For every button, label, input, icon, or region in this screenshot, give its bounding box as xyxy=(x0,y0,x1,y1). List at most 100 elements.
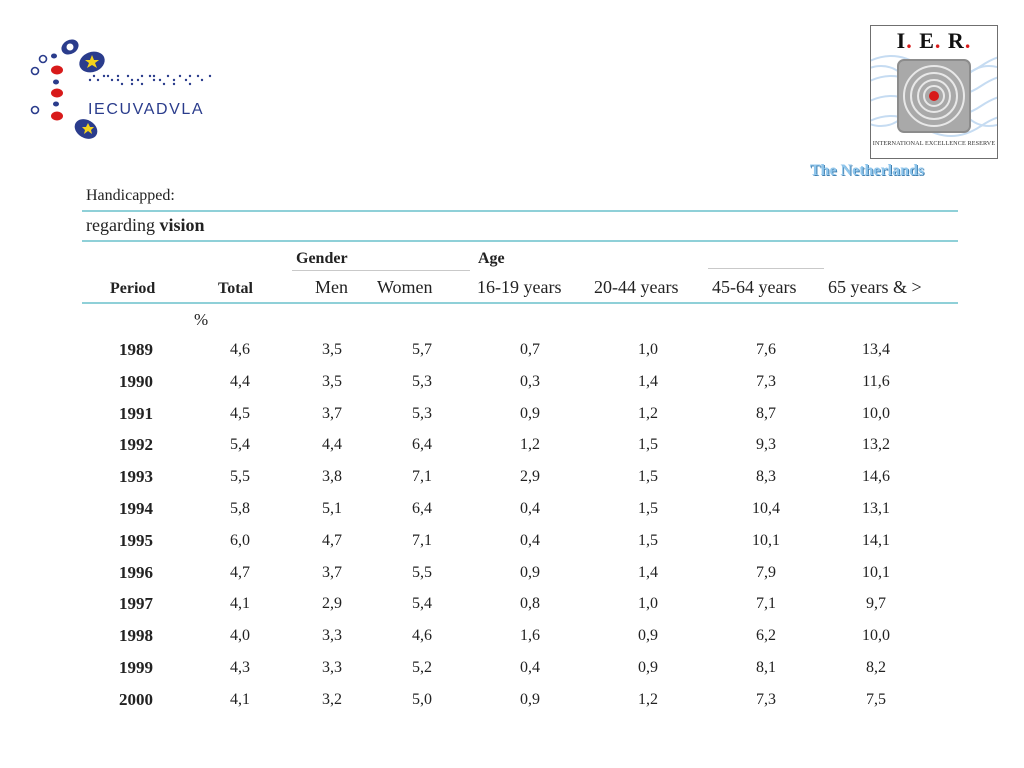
cell-16-19: 0,9 xyxy=(520,690,540,708)
cell-men: 3,3 xyxy=(322,627,342,645)
cell-65-plus: 13,4 xyxy=(862,341,890,358)
cell-45-64: 7,6 xyxy=(756,341,776,358)
cell-16-19: 0,4 xyxy=(520,659,540,676)
cell-women: 4,6 xyxy=(412,627,432,645)
cell-16-19: 0,9 xyxy=(520,563,540,581)
cell-45-64: 8,1 xyxy=(756,659,776,676)
cell-20-44: 1,2 xyxy=(638,690,658,708)
column-header-20-44: 20-44 years xyxy=(594,277,679,297)
cell-20-44: 1,5 xyxy=(638,468,658,486)
cell-20-44: 1,4 xyxy=(638,563,658,581)
cell-total: 4,5 xyxy=(230,404,250,422)
cell-16-19: 0,4 xyxy=(520,531,540,549)
cell-16-19: 0,7 xyxy=(520,341,540,358)
cell-65-plus: 7,5 xyxy=(866,690,886,708)
cell-men: 3,7 xyxy=(322,404,342,422)
cell-women: 6,4 xyxy=(412,500,432,517)
cell-total: 4,1 xyxy=(230,595,250,613)
iecuvadvla-logo: IECUVADVLA xyxy=(28,38,228,143)
cell-women: 6,4 xyxy=(412,436,432,454)
divider xyxy=(82,210,958,212)
cell-men: 3,5 xyxy=(322,372,342,390)
cell-20-44: 1,5 xyxy=(638,500,658,517)
ier-letter-r: R xyxy=(947,28,965,53)
cell-65-plus: 9,7 xyxy=(866,595,886,613)
cell-total: 5,4 xyxy=(230,436,250,454)
country-label: The Netherlands xyxy=(809,162,925,179)
group-header-age: Age xyxy=(478,250,505,267)
target-rings-icon xyxy=(897,59,971,133)
logo-dots-icon xyxy=(30,39,212,139)
cell-45-64: 10,4 xyxy=(752,500,780,517)
ier-logo: I. E. R. INTERNATIONAL EXCELLENCE RESERV… xyxy=(870,25,998,159)
cell-20-44: 0,9 xyxy=(638,659,658,676)
cell-period: 2000 xyxy=(119,689,153,709)
cell-period: 1999 xyxy=(119,658,153,677)
divider xyxy=(708,268,824,269)
cell-women: 5,3 xyxy=(412,372,432,390)
cell-65-plus: 8,2 xyxy=(866,659,886,676)
cell-total: 4,6 xyxy=(230,341,250,358)
column-header-45-64: 45-64 years xyxy=(712,277,797,297)
cell-period: 1994 xyxy=(119,499,153,518)
cell-20-44: 0,9 xyxy=(638,627,658,645)
cell-men: 2,9 xyxy=(322,595,342,613)
cell-45-64: 10,1 xyxy=(752,531,780,549)
column-header-period: Period xyxy=(110,280,156,297)
cell-16-19: 0,9 xyxy=(520,404,540,422)
cell-men: 3,8 xyxy=(322,468,342,486)
cell-45-64: 9,3 xyxy=(756,436,776,454)
cell-20-44: 1,0 xyxy=(638,341,658,358)
cell-45-64: 6,2 xyxy=(756,627,776,645)
cell-20-44: 1,4 xyxy=(638,372,658,390)
cell-period: 1997 xyxy=(119,594,153,614)
cell-period: 1993 xyxy=(119,467,153,487)
column-header-total: Total xyxy=(218,280,253,297)
cell-20-44: 1,0 xyxy=(638,595,658,613)
cell-total: 4,3 xyxy=(230,659,250,676)
cell-period: 1989 xyxy=(119,340,153,359)
cell-45-64: 8,7 xyxy=(756,404,776,422)
section-heading: Handicapped: xyxy=(86,187,175,204)
cell-men: 3,2 xyxy=(322,690,342,708)
column-header-women: Women xyxy=(377,277,433,297)
ier-letter-i: I xyxy=(896,28,907,53)
cell-45-64: 7,3 xyxy=(756,690,776,708)
cell-men: 4,4 xyxy=(322,436,342,454)
cell-total: 4,0 xyxy=(230,627,250,645)
cell-65-plus: 11,6 xyxy=(862,372,890,390)
cell-women: 5,2 xyxy=(412,659,432,676)
cell-45-64: 7,9 xyxy=(756,563,776,581)
cell-period: 1990 xyxy=(119,371,153,391)
cell-total: 6,0 xyxy=(230,531,250,549)
ier-caption: INTERNATIONAL EXCELLENCE RESERVE xyxy=(872,140,996,147)
cell-65-plus: 10,1 xyxy=(862,563,890,581)
ier-letters: I. E. R. xyxy=(896,28,972,53)
divider xyxy=(82,302,958,304)
cell-65-plus: 13,1 xyxy=(862,500,890,517)
column-header-16-19: 16-19 years xyxy=(477,277,562,297)
cell-total: 4,4 xyxy=(230,372,250,390)
cell-20-44: 1,5 xyxy=(638,436,658,454)
cell-16-19: 0,4 xyxy=(520,500,540,517)
cell-period: 1996 xyxy=(119,562,153,582)
cell-16-19: 1,2 xyxy=(520,436,540,454)
table-title-bold: vision xyxy=(159,215,205,235)
cell-16-19: 1,6 xyxy=(520,627,540,645)
cell-65-plus: 14,1 xyxy=(862,531,890,549)
cell-women: 7,1 xyxy=(412,531,432,549)
cell-men: 3,7 xyxy=(322,563,342,581)
divider xyxy=(82,240,958,242)
table-title: regarding vision xyxy=(86,215,205,236)
logo-left-text: IECUVADVLA xyxy=(88,101,205,118)
cell-20-44: 1,2 xyxy=(638,404,658,422)
cell-period: 1991 xyxy=(119,403,153,423)
cell-men: 5,1 xyxy=(322,500,342,517)
cell-16-19: 0,3 xyxy=(520,372,540,390)
cell-men: 3,3 xyxy=(322,659,342,676)
cell-45-64: 7,1 xyxy=(756,595,776,613)
unit-label: % xyxy=(194,310,209,329)
cell-16-19: 0,8 xyxy=(520,595,540,613)
cell-total: 4,7 xyxy=(230,563,250,581)
divider xyxy=(292,270,470,271)
